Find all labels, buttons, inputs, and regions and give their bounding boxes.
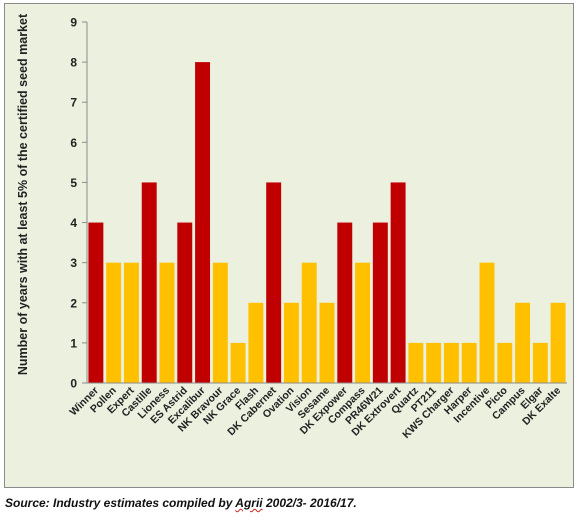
y-tick-label: 6	[70, 136, 77, 150]
source-prefix: Source: Industry estimates compiled by	[5, 496, 236, 510]
bar-harper	[461, 342, 477, 383]
y-tick-label: 5	[70, 176, 77, 190]
source-note: Source: Industry estimates compiled by A…	[5, 496, 357, 510]
y-tick-label: 9	[70, 16, 77, 30]
bar-vision	[301, 262, 317, 383]
bar-pr46w21	[372, 222, 388, 383]
y-tick-label: 0	[70, 377, 77, 391]
y-tick-label: 2	[70, 296, 77, 310]
bar-nk-bravour	[212, 262, 228, 383]
source-company: Agrii	[235, 496, 263, 510]
bar-picto	[497, 342, 513, 383]
bar-flash	[248, 302, 264, 383]
bar-winner	[88, 222, 104, 383]
bar-pt211	[426, 342, 442, 383]
y-tick-label: 1	[70, 336, 77, 350]
y-tick-label: 3	[70, 256, 77, 270]
bar-castille	[141, 182, 157, 383]
bar-lioness	[159, 262, 175, 383]
bar-dk-expower	[337, 222, 353, 383]
bar-elgar	[532, 342, 548, 383]
source-suffix: 2002/3- 2016/17.	[262, 496, 357, 510]
bar-incentive	[479, 262, 495, 383]
bar-compass	[355, 262, 371, 383]
y-axis-label: Number of years with at least 5% of the …	[16, 13, 30, 375]
bar-dk-cabernet	[266, 182, 282, 383]
bar-pollen	[106, 262, 122, 383]
y-tick-label: 4	[70, 216, 77, 230]
bar-kws-charger	[443, 342, 459, 383]
bar-excalibur	[195, 62, 211, 384]
bar-dk-extrovert	[390, 182, 406, 383]
bar-nk-grace	[230, 342, 246, 383]
bar-expert	[123, 262, 139, 383]
bar-campus	[515, 302, 531, 383]
y-tick-label: 7	[70, 96, 77, 110]
y-tick-label: 8	[70, 56, 77, 70]
bar-dk-exalte	[550, 302, 566, 383]
bar-sesame	[319, 302, 335, 383]
bar-quartz	[408, 342, 424, 383]
bar-ovation	[283, 302, 299, 383]
bar-es-astrid	[177, 222, 193, 383]
